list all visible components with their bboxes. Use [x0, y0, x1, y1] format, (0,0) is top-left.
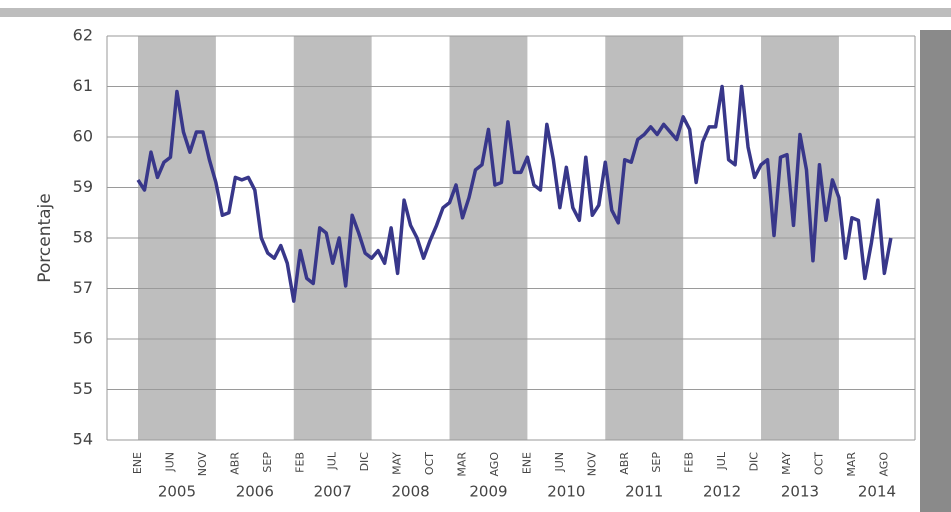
year-label: 2005 [158, 483, 196, 501]
x-tick-label: DIC [358, 452, 371, 472]
x-tick-label: JUL [715, 451, 728, 470]
x-tick-label: SEP [261, 452, 274, 473]
x-tick-label: AGO [877, 452, 890, 477]
year-label: 2011 [625, 483, 663, 501]
year-label: 2010 [547, 483, 585, 501]
x-tick-label: OCT [423, 452, 436, 475]
side-bar [920, 30, 951, 512]
x-tick-label: AGO [488, 452, 501, 477]
x-tick-label: FEB [293, 452, 306, 473]
year-label: 2012 [703, 483, 741, 501]
y-tick-label: 55 [73, 379, 93, 398]
y-tick-label: 56 [73, 329, 93, 348]
x-tick-label: SEP [650, 452, 663, 473]
y-axis-label: Porcentaje [35, 193, 55, 283]
x-tick-label: JUL [326, 451, 339, 470]
x-tick-label: ABR [618, 452, 631, 475]
data-line [136, 84, 893, 303]
y-tick-label: 54 [73, 430, 93, 449]
x-tick-label: NOV [585, 452, 598, 477]
y-tick-label: 58 [73, 228, 93, 247]
x-tick-label: NOV [196, 452, 209, 477]
x-tick-label: MAR [456, 452, 469, 477]
y-tick-label: 57 [73, 278, 93, 297]
x-tick-label: MAY [780, 452, 793, 475]
y-tick-label: 60 [73, 127, 93, 146]
y-tick-label: 62 [73, 26, 93, 45]
x-tick-label: ABR [228, 452, 241, 475]
year-label: 2013 [781, 483, 819, 501]
x-tick-label: DIC [748, 452, 761, 472]
year-label: 2006 [236, 483, 274, 501]
x-tick-label: FEB [683, 452, 696, 473]
x-tick-label: ENE [520, 452, 533, 474]
top-bar [0, 8, 951, 17]
y-tick-label: 59 [73, 177, 93, 196]
y-tick-label: 61 [73, 76, 93, 95]
year-label: 2009 [469, 483, 507, 501]
x-tick-label: MAY [391, 452, 404, 475]
x-tick-label: JUN [553, 452, 566, 473]
year-label: 2008 [391, 483, 429, 501]
x-tick-label: MAR [845, 452, 858, 477]
x-tick-label: JUN [163, 452, 176, 473]
year-label: 2014 [858, 483, 896, 501]
x-tick-label: OCT [812, 452, 825, 475]
year-label: 2007 [314, 483, 352, 501]
x-tick-label: ENE [131, 452, 144, 474]
